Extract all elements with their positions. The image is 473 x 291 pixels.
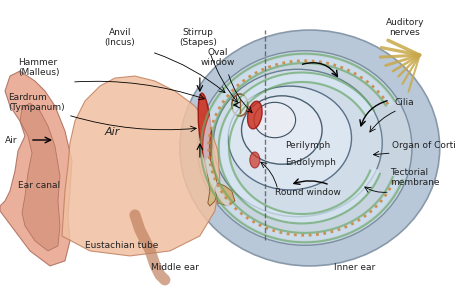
Text: Cilia: Cilia	[395, 98, 414, 107]
Text: Hammer
(Malleus): Hammer (Malleus)	[18, 58, 60, 77]
Text: Inner ear: Inner ear	[334, 263, 376, 272]
Ellipse shape	[250, 152, 260, 168]
Text: Ear canal: Ear canal	[18, 181, 60, 190]
Polygon shape	[0, 71, 72, 266]
Text: Anvil
(Incus): Anvil (Incus)	[105, 28, 135, 47]
Text: Auditory
nerves: Auditory nerves	[385, 18, 424, 37]
Ellipse shape	[247, 101, 262, 129]
Text: Tectorial
membrane: Tectorial membrane	[390, 168, 439, 187]
Ellipse shape	[242, 96, 322, 164]
Text: Eustachian tube: Eustachian tube	[85, 241, 158, 250]
Text: Air: Air	[105, 127, 120, 137]
Text: Oval
window: Oval window	[201, 48, 235, 67]
Text: Middle ear: Middle ear	[151, 263, 199, 272]
Text: Perilymph: Perilymph	[285, 141, 330, 150]
Ellipse shape	[228, 86, 351, 190]
Ellipse shape	[213, 69, 382, 217]
Text: Round window: Round window	[275, 188, 341, 197]
Ellipse shape	[254, 102, 296, 138]
Text: Eardrum
(Tympanum): Eardrum (Tympanum)	[8, 93, 65, 112]
Polygon shape	[205, 156, 218, 206]
Polygon shape	[20, 103, 60, 251]
Text: Endolymph: Endolymph	[285, 158, 336, 167]
Text: Air: Air	[5, 136, 18, 145]
Text: Organ of Corti: Organ of Corti	[392, 141, 455, 150]
Ellipse shape	[180, 30, 440, 266]
Polygon shape	[62, 76, 220, 256]
Polygon shape	[215, 183, 235, 206]
Ellipse shape	[198, 51, 412, 245]
Text: Stirrup
(Stapes): Stirrup (Stapes)	[179, 28, 217, 47]
Ellipse shape	[198, 93, 211, 163]
